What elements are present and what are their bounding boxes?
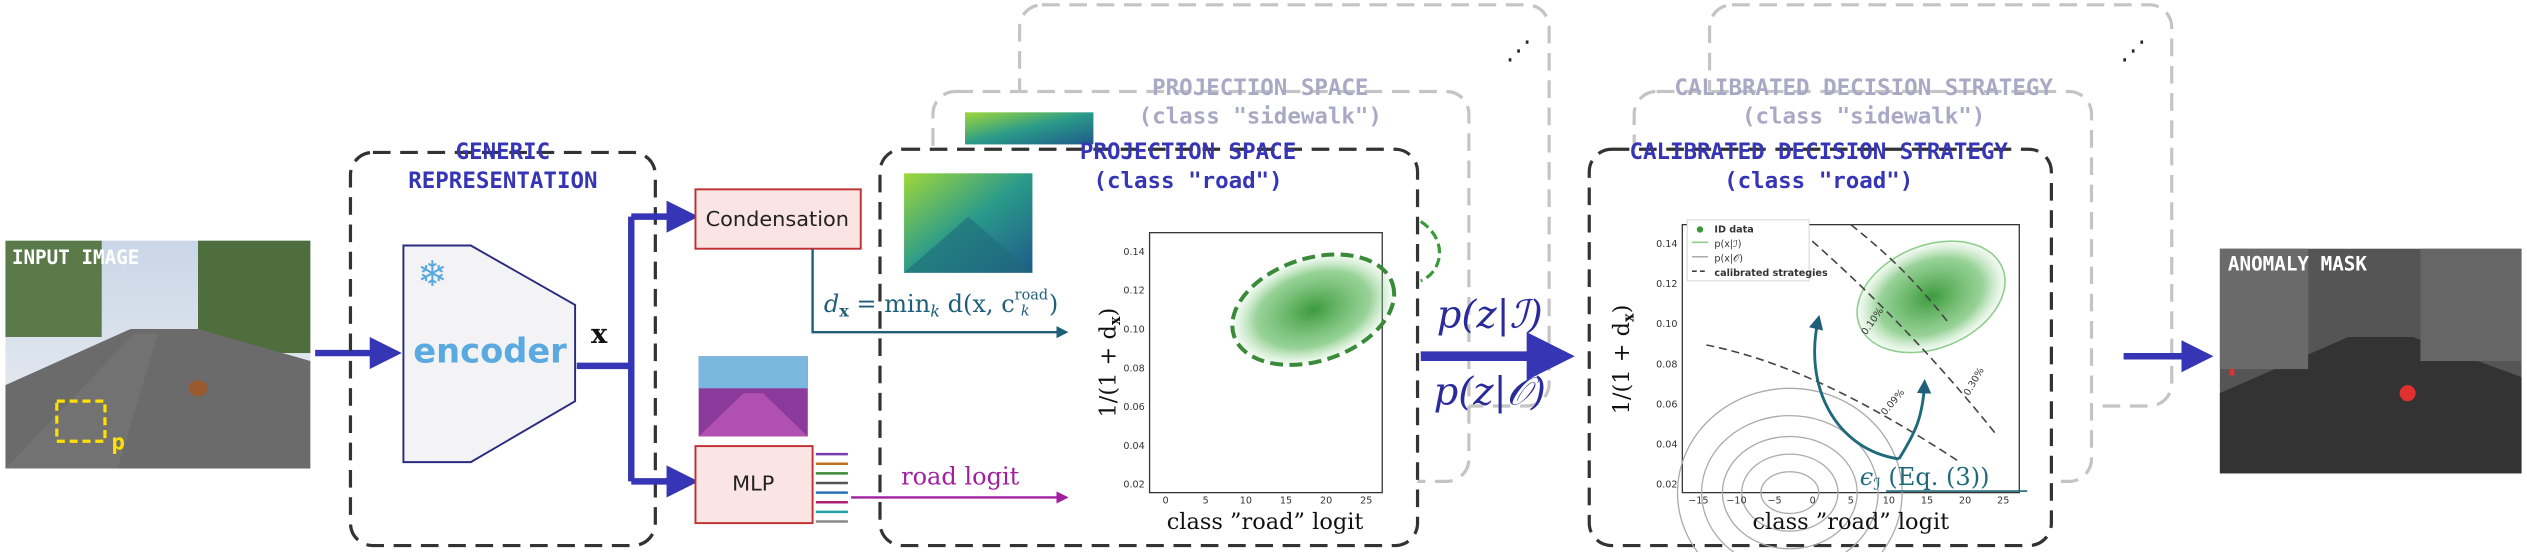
out-likelihood: p(z|𝒪) (1434, 370, 1546, 415)
y-tick-label: 0.08 (1123, 363, 1144, 374)
x-tick-label: 5 (1203, 496, 1209, 507)
x-tick-label: 25 (1360, 496, 1372, 507)
x-tick-label: −5 (1767, 496, 1781, 507)
anomaly-mask-image: ANOMALY MASK (2219, 248, 2522, 474)
legend-entry: calibrated strategies (1714, 268, 1828, 279)
x-tick-label: 10 (1240, 496, 1252, 507)
snowflake-icon: ❄ (418, 254, 448, 295)
y-tick-label: 0.02 (1656, 480, 1677, 491)
heatmap-image (904, 216, 1033, 273)
back-title: PROJECTION SPACE (1152, 75, 1368, 101)
logit-label: road logit (901, 463, 1020, 491)
x-tick-label: 5 (1848, 496, 1854, 507)
formula-part: k (930, 301, 940, 320)
label-part: ) (1609, 305, 1635, 314)
feature-label: x (591, 318, 608, 350)
encoder-label: encoder (413, 332, 567, 371)
label-part: x (1107, 316, 1124, 325)
ellipsis: ⋰ (2120, 36, 2146, 66)
back-cluster (1419, 220, 1442, 283)
legend-entry: p(x|𝒪) (1714, 253, 1743, 264)
y-tick-label: 0.02 (1123, 480, 1144, 491)
input-label: INPUT IMAGE (12, 246, 139, 269)
generic-title: GENERIC (456, 139, 551, 165)
formula-part: d (824, 289, 839, 317)
y-tick-label: 0.06 (1123, 402, 1144, 413)
x-tick-label: 0 (1810, 496, 1816, 507)
input-image: p INPUT IMAGE (5, 240, 311, 469)
y-tick-label: 0.12 (1656, 279, 1677, 290)
back-title: CALIBRATED DECISION STRATEGY (1674, 75, 2053, 101)
formula-part: x (839, 301, 849, 320)
distance-arrow (811, 248, 1069, 339)
x-axis-label: class ”road” logit (1752, 509, 1949, 535)
calibrated-title: (class "road") (1724, 168, 1913, 194)
label-part: 1/(1 + d (1609, 322, 1635, 414)
x-tick-label: 15 (1280, 496, 1292, 507)
back-title: (class "sidewalk") (1742, 104, 1985, 130)
formula-part: ) (1049, 289, 1058, 317)
x-tick-label: 20 (1320, 496, 1332, 507)
x-tick-label: 0 (1163, 496, 1169, 507)
x-tick-label: 10 (1883, 496, 1895, 507)
encoder-shape (402, 244, 577, 464)
x-tick-label: −10 (1726, 496, 1746, 507)
mask-label: ANOMALY MASK (2228, 252, 2367, 275)
formula-part: = min (849, 289, 930, 317)
in-likelihood: p(z|ℐ) (1437, 293, 1543, 338)
pixel-label: p (111, 429, 125, 455)
formula-part: road (1015, 287, 1048, 303)
mlp-label: MLP (732, 472, 774, 496)
legend-entry: ID data (1714, 224, 1753, 235)
x-axis-label: class ”road” logit (1167, 509, 1364, 535)
y-tick-label: 0.10 (1656, 319, 1677, 330)
label-part: ℐ (1873, 474, 1881, 493)
x-tick-label: 25 (1997, 496, 2009, 507)
y-tick-label: 0.06 (1656, 399, 1677, 410)
formula-part: k (1021, 303, 1030, 319)
y-tick-label: 0.12 (1123, 286, 1144, 297)
formula-part: d(x, c (940, 289, 1015, 317)
y-tick-label: 0.14 (1123, 247, 1144, 258)
condensation-label: Condensation (706, 207, 849, 231)
logit-lines (815, 452, 848, 523)
back-title: (class "sidewalk") (1139, 104, 1382, 130)
mlp-box (694, 445, 814, 525)
projection-title: (class "road") (1093, 168, 1282, 194)
calibrated-plot (1676, 219, 2020, 552)
projection-title: PROJECTION SPACE (1080, 139, 1296, 165)
y-axis-label: 1/(1 + dx) (1609, 305, 1637, 415)
y-tick-label: 0.14 (1656, 239, 1677, 250)
label-part: ) (1095, 308, 1121, 317)
distance-formula: dx = mink d(x, croad k) (824, 287, 1058, 320)
epsilon-label: ϵℐ (Eq. (3)) (1860, 463, 1990, 493)
calibrated-title: CALIBRATED DECISION STRATEGY (1629, 139, 2008, 165)
x-tick-label: −15 (1688, 496, 1708, 507)
segmentation-image (698, 356, 808, 389)
heatmap-image (965, 112, 1094, 145)
label-part: x (1620, 313, 1637, 322)
condensation-box (694, 188, 862, 250)
segmentation-image (698, 393, 808, 437)
x-tick-label: 15 (1921, 496, 1933, 507)
y-tick-label: 0.04 (1123, 441, 1144, 452)
x-tick-label: 20 (1959, 496, 1971, 507)
label-part: (Eq. (3)) (1881, 463, 1990, 491)
legend-entry: p(x|ℐ) (1714, 239, 1741, 250)
y-tick-label: 0.04 (1656, 439, 1677, 450)
y-tick-label: 0.10 (1123, 324, 1144, 335)
generic-title: REPRESENTATION (408, 168, 597, 194)
y-tick-label: 0.08 (1656, 359, 1677, 370)
generic-box (348, 150, 657, 548)
connector (576, 216, 635, 482)
label-part: 1/(1 + d (1095, 325, 1121, 417)
ellipsis: ⋰ (1506, 36, 1532, 66)
label-part: ϵ (1860, 463, 1874, 491)
y-axis-label: 1/(1 + dx) (1095, 308, 1123, 418)
projection-plot (1148, 232, 1397, 494)
